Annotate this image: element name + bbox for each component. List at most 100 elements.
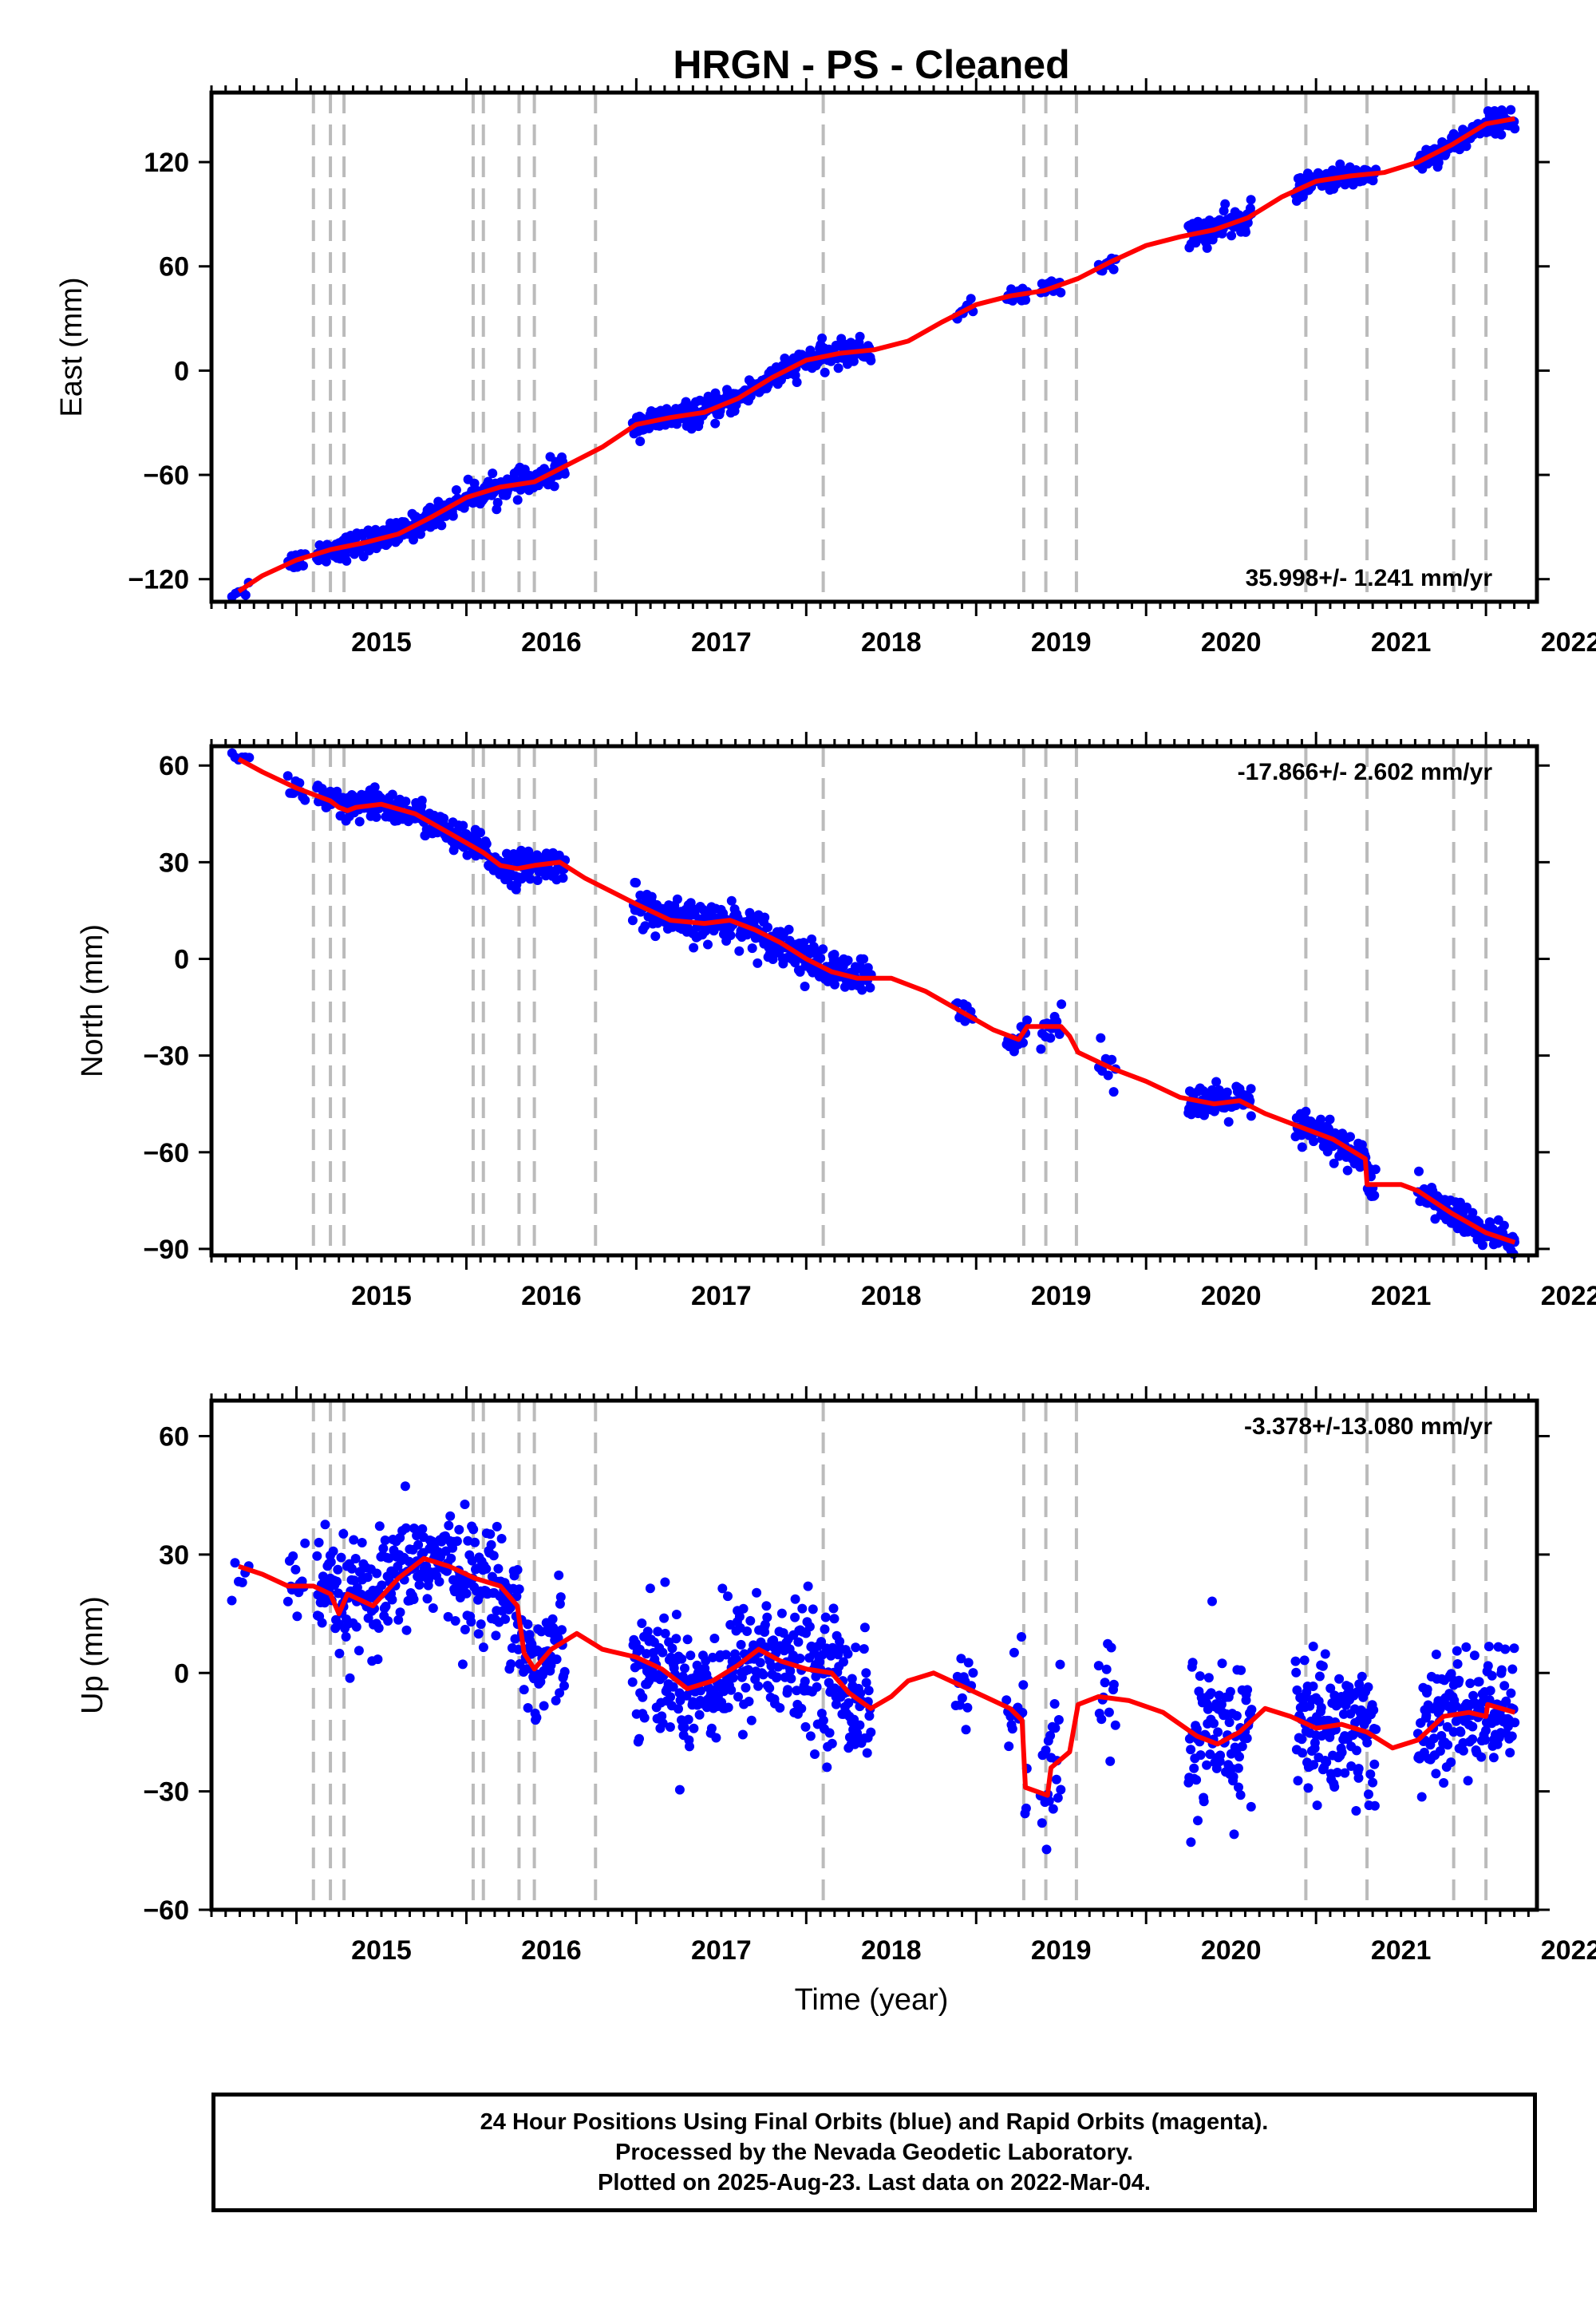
- data-point: [481, 839, 492, 849]
- data-point: [1308, 1642, 1318, 1651]
- data-point: [444, 1520, 454, 1531]
- data-point: [401, 1625, 412, 1635]
- data-point: [336, 1552, 346, 1563]
- data-point: [685, 898, 696, 908]
- y-tick-label: −60: [143, 1895, 189, 1926]
- data-point: [1222, 1087, 1232, 1097]
- data-point: [1433, 157, 1444, 168]
- data-point: [488, 468, 498, 479]
- data-point: [1496, 129, 1507, 140]
- data-point: [383, 1616, 393, 1626]
- data-point: [1334, 1674, 1345, 1684]
- data-point: [1316, 1114, 1326, 1124]
- data-point: [374, 1521, 385, 1531]
- data-point: [1332, 1768, 1342, 1777]
- x-tick-label: 2018: [861, 627, 922, 658]
- data-point: [820, 1624, 830, 1634]
- data-point: [1017, 1632, 1026, 1642]
- data-point: [672, 419, 682, 429]
- data-point: [363, 1613, 373, 1623]
- data-point: [1056, 1784, 1066, 1795]
- data-point: [373, 1654, 383, 1665]
- y-tick-label: 0: [174, 356, 189, 386]
- data-point: [496, 1534, 507, 1543]
- panel-east: −120 −60 0 60 120 2015 2016 2017 2018 2019 2020 202…: [55, 78, 1596, 658]
- data-point: [1022, 1015, 1033, 1026]
- data-point: [1225, 1686, 1235, 1697]
- data-point: [843, 955, 853, 966]
- data-point: [963, 1658, 974, 1668]
- data-point: [1474, 1677, 1484, 1687]
- data-point: [848, 356, 859, 366]
- data-point: [683, 1714, 693, 1725]
- data-point: [822, 1762, 832, 1773]
- data-point: [689, 943, 699, 953]
- data-point: [1344, 1682, 1354, 1692]
- data-point: [828, 1603, 839, 1614]
- data-point: [1001, 1695, 1012, 1705]
- data-point: [1246, 1084, 1256, 1094]
- data-point: [1321, 1757, 1332, 1768]
- data-point: [1037, 1818, 1047, 1828]
- data-point: [797, 1603, 808, 1614]
- data-point: [1309, 1136, 1319, 1147]
- data-point: [523, 1619, 533, 1630]
- data-point: [354, 1646, 364, 1656]
- data-point: [1229, 1829, 1239, 1840]
- y-axis-label: East (mm): [55, 277, 89, 417]
- data-point: [733, 1692, 743, 1702]
- data-point: [416, 529, 425, 539]
- data-point: [1290, 1656, 1301, 1666]
- data-point: [1352, 1745, 1361, 1756]
- data-point: [553, 1633, 563, 1643]
- data-point: [328, 1546, 338, 1556]
- data-point: [555, 1688, 565, 1698]
- data-point: [728, 1673, 738, 1683]
- data-point: [417, 796, 427, 805]
- data-point: [1510, 124, 1520, 134]
- data-point: [349, 1535, 359, 1545]
- data-point: [387, 1595, 397, 1605]
- data-point: [1483, 1661, 1493, 1671]
- data-point: [763, 923, 772, 932]
- data-point: [446, 1553, 456, 1563]
- data-point: [1093, 1661, 1104, 1671]
- data-point: [1096, 1033, 1106, 1043]
- x-tick-label: 2021: [1371, 627, 1432, 658]
- data-point: [1206, 1688, 1216, 1698]
- data-point: [1195, 1750, 1206, 1761]
- data-point: [824, 1728, 835, 1738]
- data-point: [1310, 1737, 1320, 1748]
- x-tick-label: 2015: [351, 1935, 412, 1966]
- data-point: [546, 1660, 556, 1670]
- data-point: [450, 1616, 460, 1626]
- data-point: [752, 1587, 762, 1598]
- y-tick-label: 120: [144, 148, 189, 178]
- data-point: [1233, 1763, 1243, 1773]
- data-point: [1096, 1714, 1107, 1725]
- data-point: [1468, 1207, 1478, 1218]
- data-point: [758, 1670, 768, 1680]
- y-tick-label: 0: [174, 945, 189, 975]
- data-point: [743, 1665, 753, 1675]
- data-point: [1009, 1647, 1019, 1658]
- data-point: [792, 377, 802, 387]
- data-point: [855, 331, 865, 342]
- data-point: [861, 1678, 871, 1688]
- data-point: [298, 560, 308, 571]
- data-point: [635, 437, 646, 446]
- data-point: [559, 468, 570, 479]
- data-point: [1051, 1774, 1061, 1784]
- data-point: [1045, 1033, 1056, 1043]
- data-point: [1052, 1017, 1062, 1026]
- data-point: [1216, 1699, 1227, 1709]
- data-point: [1235, 1752, 1244, 1762]
- x-tick-label: 2019: [1031, 1281, 1092, 1311]
- data-point: [792, 1686, 802, 1696]
- data-point: [839, 1657, 848, 1667]
- data-point: [1108, 264, 1119, 275]
- data-point: [1454, 1675, 1464, 1686]
- data-point: [380, 1535, 390, 1545]
- x-tick-label: 2022: [1541, 1935, 1596, 1966]
- data-point: [1443, 1740, 1453, 1750]
